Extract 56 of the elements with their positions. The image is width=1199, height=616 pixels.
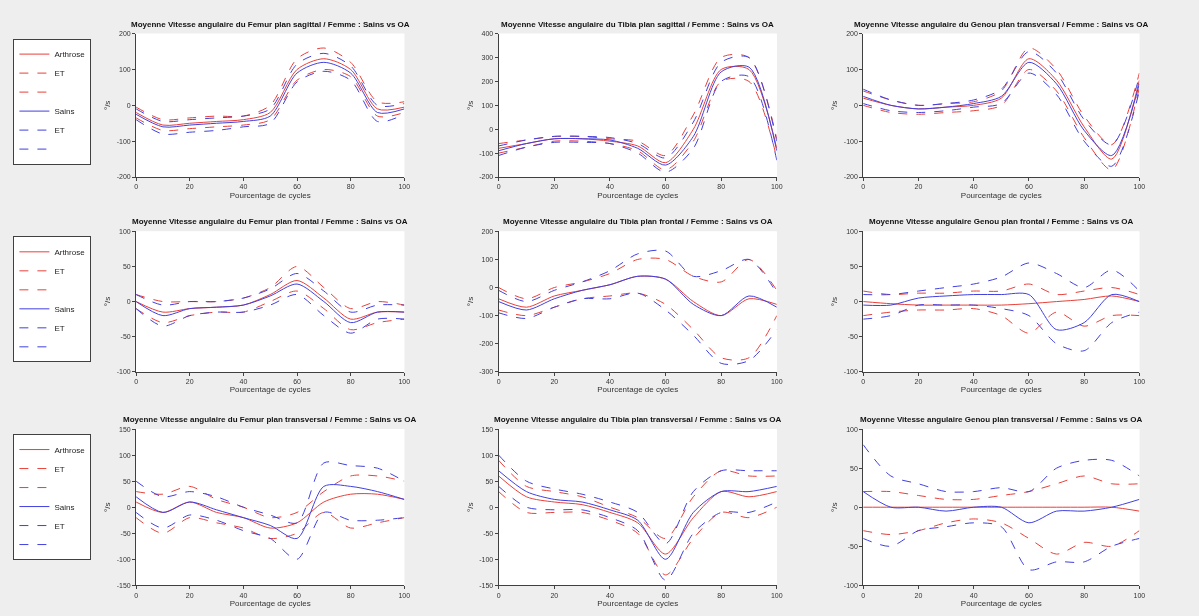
y-axis-title: °/s [465, 296, 475, 307]
y-axis-title: °/s [830, 296, 840, 307]
y-axis-title: °/s [465, 100, 475, 111]
legend-label: Sains [54, 502, 75, 512]
chart-title: Moyenne Vitesse angulaire du Femur plan frontal / Femme : Sains vs OA [132, 217, 408, 226]
line-series [863, 522, 1140, 571]
chart-title: Moyenne Vitesse angulaire du Tibia plan transversal / Femme : Sains vs OA [494, 415, 782, 424]
x-axis-title: Pourcentage de cycles [597, 385, 679, 395]
legend-label: ET [54, 323, 65, 333]
chart-title: Moyenne Vitesse angulaire du Genou plan transversal / Femme : Sains vs OA [854, 20, 1149, 29]
x-axis-title: Pourcentage de cycles [229, 598, 311, 608]
legend-label: Arthrose [54, 247, 86, 257]
y-axis-title: °/s [103, 100, 113, 111]
y-axis-title: °/s [830, 100, 840, 111]
legend-label: Sains [54, 107, 75, 117]
chart-title: Moyenne Vitesse angulaire du Femur plan transversal / Femme : Sains vs OA [123, 415, 417, 424]
line-series [863, 518, 1140, 555]
line-series [863, 307, 1140, 334]
line-series [498, 275, 777, 317]
legend-label: Arthrose [54, 50, 86, 60]
y-axis-title: °/s [465, 502, 475, 512]
line-series [863, 475, 1140, 501]
x-axis-title: Pourcentage de cycles [960, 385, 1042, 395]
y-axis-title: °/s [830, 502, 840, 512]
x-axis-title: Pourcentage de cycles [229, 385, 311, 395]
line-series [136, 511, 405, 560]
legend-label: ET [54, 126, 65, 136]
legend-label: Arthrose [54, 445, 86, 455]
x-axis-title: Pourcentage de cycles [960, 190, 1042, 200]
line-series [498, 257, 777, 300]
chart-title: Moyenne Vitesse angulaire Genou plan frontal / Femme : Sains vs OA [869, 217, 1134, 226]
chart-title: Moyenne Vitesse angulaire Genou plan transversal / Femme : Sains vs OA [860, 415, 1143, 424]
legend-label: Sains [54, 304, 75, 314]
line-series [863, 295, 1140, 306]
line-series [863, 262, 1140, 296]
chart-title: Moyenne Vitesse angulaire du Femur plan sagittal / Femme : Sains vs OA [131, 20, 410, 29]
line-series [136, 273, 405, 313]
line-series [863, 444, 1140, 493]
line-series [863, 283, 1140, 296]
legend-label: ET [54, 69, 65, 79]
y-axis-title: °/s [103, 296, 113, 307]
line-series [136, 511, 405, 540]
legend-label: ET [54, 266, 65, 276]
line-series [136, 474, 405, 519]
x-axis-title: Pourcentage de cycles [597, 190, 679, 200]
x-axis-title: Pourcentage de cycles [229, 190, 311, 200]
x-axis-title: Pourcentage de cycles [960, 598, 1042, 608]
chart-title: Moyenne Vitesse angulaire du Tibia plan sagittal / Femme : Sains vs OA [501, 20, 774, 29]
line-series [136, 484, 405, 540]
y-axis-title: °/s [103, 502, 113, 512]
legend-label: ET [54, 521, 65, 531]
line-series [863, 304, 1140, 352]
chart-title: Moyenne Vitesse angulaire du Tibia plan frontal / Femme : Sains vs OA [503, 217, 773, 226]
x-axis-title: Pourcentage de cycles [597, 598, 679, 608]
line-series [863, 491, 1140, 524]
legend-label: ET [54, 464, 65, 474]
